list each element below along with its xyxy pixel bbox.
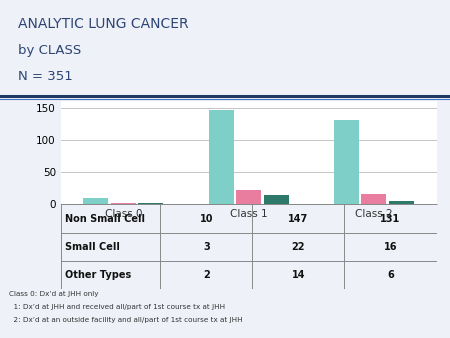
- Text: 2: 2: [203, 270, 210, 280]
- Bar: [83, 198, 108, 204]
- Text: ANALYTIC LUNG CANCER: ANALYTIC LUNG CANCER: [18, 17, 189, 31]
- Text: Class 0: Dx’d at JHH only: Class 0: Dx’d at JHH only: [9, 291, 99, 297]
- Bar: [361, 194, 387, 204]
- Text: Other Types: Other Types: [64, 270, 131, 280]
- Text: 3: 3: [203, 242, 210, 252]
- Text: 6: 6: [387, 270, 394, 280]
- Bar: [236, 190, 261, 204]
- Bar: [264, 195, 289, 204]
- Text: 147: 147: [288, 214, 309, 223]
- Bar: [208, 110, 234, 204]
- Text: Non Small Cell: Non Small Cell: [64, 214, 144, 223]
- Bar: [139, 203, 163, 204]
- Text: by CLASS: by CLASS: [18, 44, 81, 57]
- Text: 14: 14: [292, 270, 305, 280]
- Text: 1: Dx’d at JHH and received all/part of 1st course tx at JHH: 1: Dx’d at JHH and received all/part of …: [9, 304, 225, 310]
- Text: 22: 22: [292, 242, 305, 252]
- Text: 10: 10: [200, 214, 213, 223]
- Text: 2: Dx’d at an outside facility and all/part of 1st course tx at JHH: 2: Dx’d at an outside facility and all/p…: [9, 317, 243, 323]
- Bar: [389, 201, 414, 204]
- Text: 131: 131: [380, 214, 400, 223]
- Text: Small Cell: Small Cell: [64, 242, 119, 252]
- Bar: [111, 202, 136, 204]
- Bar: [334, 120, 359, 204]
- Text: 16: 16: [384, 242, 397, 252]
- Text: N = 351: N = 351: [18, 70, 73, 83]
